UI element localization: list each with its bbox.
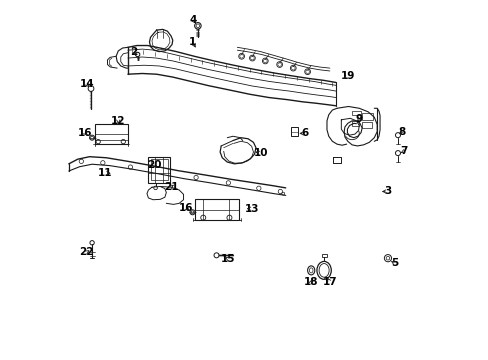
Text: 16: 16 bbox=[78, 128, 92, 138]
Ellipse shape bbox=[316, 261, 330, 279]
Text: 10: 10 bbox=[253, 148, 267, 158]
Bar bbox=[94, 125, 127, 144]
Ellipse shape bbox=[309, 268, 312, 273]
Text: 17: 17 bbox=[322, 277, 336, 287]
Bar bbox=[362, 122, 371, 128]
Text: 20: 20 bbox=[146, 160, 161, 170]
Ellipse shape bbox=[319, 264, 328, 277]
Bar bbox=[290, 127, 297, 136]
Bar bbox=[351, 121, 359, 126]
Text: 9: 9 bbox=[355, 114, 362, 124]
Bar bbox=[148, 157, 169, 183]
Text: 13: 13 bbox=[244, 204, 259, 214]
Bar bbox=[321, 253, 326, 257]
Text: 16: 16 bbox=[179, 203, 193, 213]
Text: 14: 14 bbox=[79, 79, 94, 89]
Bar bbox=[362, 113, 372, 120]
Text: 4: 4 bbox=[189, 15, 197, 26]
Text: 8: 8 bbox=[397, 127, 405, 136]
Text: 6: 6 bbox=[301, 129, 308, 138]
Text: 11: 11 bbox=[98, 168, 112, 178]
Text: 19: 19 bbox=[340, 71, 354, 81]
Text: 3: 3 bbox=[384, 186, 391, 197]
Text: 7: 7 bbox=[400, 146, 407, 156]
Ellipse shape bbox=[307, 266, 314, 275]
Text: 15: 15 bbox=[221, 254, 235, 264]
Text: 2: 2 bbox=[130, 46, 138, 57]
Text: 22: 22 bbox=[79, 247, 93, 257]
Text: 1: 1 bbox=[188, 37, 196, 47]
Bar bbox=[351, 111, 360, 116]
Text: 5: 5 bbox=[390, 258, 397, 268]
Text: 12: 12 bbox=[111, 116, 125, 126]
Text: 21: 21 bbox=[163, 182, 178, 192]
Text: 18: 18 bbox=[303, 277, 317, 287]
Bar bbox=[195, 199, 238, 220]
Bar bbox=[150, 159, 167, 180]
